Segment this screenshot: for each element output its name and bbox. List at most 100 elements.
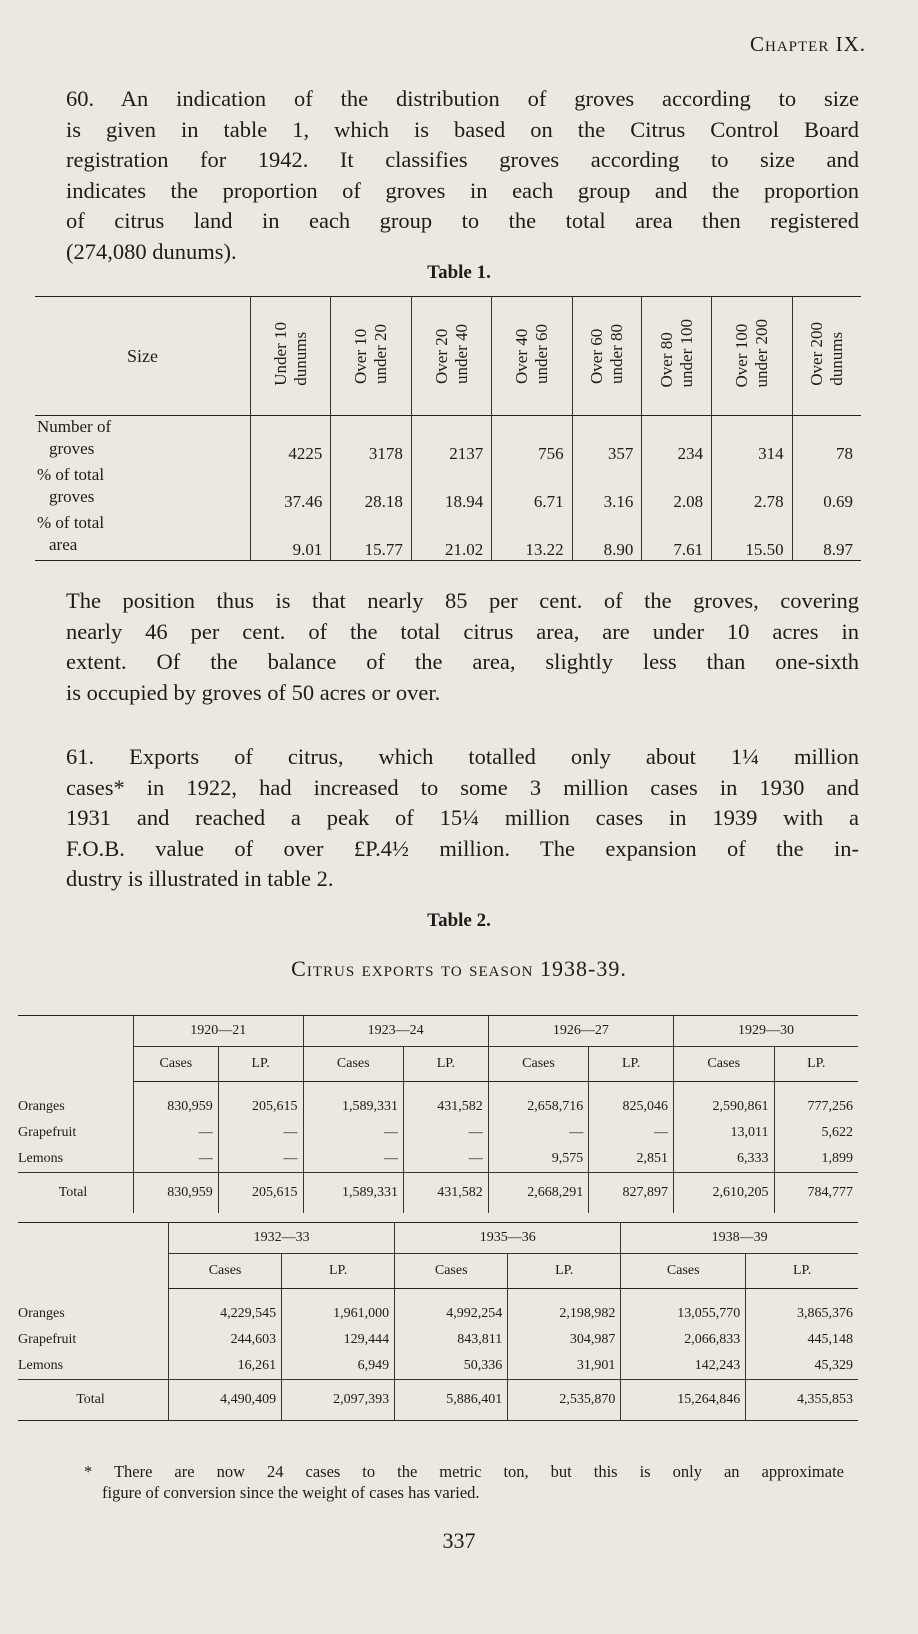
table-row: Oranges 4,229,545 1,961,000 4,992,254 2,198,…: [18, 1288, 858, 1327]
row-label: Oranges: [18, 1098, 65, 1114]
table-2-part-2: 1932—33 1935—36 1938—39 Cases LP. Cases LP. Cas…: [18, 1222, 858, 1421]
table-cell: 9.01: [249, 512, 331, 561]
table1-column-header: Over 200 dunums: [791, 296, 861, 416]
season-header: 1935—36: [394, 1222, 621, 1254]
table-cell: 2,535,870: [507, 1379, 621, 1421]
header-line: Over 80: [656, 332, 676, 388]
table-row: Number of groves 4225 3178 2137 756 357 234 314 7…: [35, 415, 861, 464]
table-cell: 830,959: [133, 1081, 219, 1120]
table-cell: 2,097,393: [281, 1379, 395, 1421]
table-cell: 13.22: [491, 512, 573, 561]
header-line: under 200: [751, 319, 771, 388]
table-cell: 756: [491, 415, 573, 464]
header-line: Over 10: [351, 328, 371, 384]
header-line: Over 100: [731, 324, 751, 388]
table-cell: 3178: [330, 415, 412, 464]
row-label: Grapefruit: [18, 1125, 77, 1140]
table-cell: 78: [791, 415, 861, 464]
table1-corner-header: Size: [35, 296, 251, 416]
season-header: 1923—24: [302, 1015, 489, 1047]
table-2-part-1: 1920—21 1923—24 1926—27 1929—30 Cases LP. Case…: [18, 1015, 858, 1213]
table-cell: 2,851: [588, 1146, 674, 1173]
season-header: 1929—30: [673, 1015, 858, 1047]
table-cell: 2,658,716: [487, 1081, 589, 1120]
table-cell: 2,198,982: [507, 1288, 621, 1327]
text-line: extent. Of the balance of the area, slig…: [66, 649, 859, 674]
page-number: 337: [442, 1528, 476, 1553]
label-line: Number of: [37, 417, 112, 436]
table-cell: 843,811: [394, 1327, 508, 1353]
table-cell: 13,055,770: [620, 1288, 746, 1327]
header-line: under 40: [451, 323, 471, 384]
text-line: 1931 and reached a peak of 15¼ million c…: [66, 805, 859, 830]
lp-header: LP.: [773, 1046, 858, 1082]
label-line: area: [49, 535, 78, 554]
text-line: F.O.B. value of over £P.4½ million. The …: [66, 835, 859, 861]
cases-header: Cases: [620, 1253, 746, 1289]
table-cell: 357: [571, 415, 642, 464]
table-cell: 15,264,846: [620, 1379, 746, 1421]
table-cell: 784,777: [773, 1172, 858, 1213]
table1-column-header: Over 100 under 200: [711, 296, 793, 416]
text-line: indicates the proportion of groves in ea…: [66, 177, 859, 203]
table-cell: 205,615: [217, 1172, 303, 1213]
table-cell: 2.78: [711, 464, 793, 512]
cases-header: Cases: [394, 1253, 508, 1289]
table-cell: 50,336: [394, 1353, 508, 1380]
table-cell: 4,229,545: [167, 1288, 282, 1327]
table-cell: —: [403, 1146, 489, 1173]
table-row: % of total area 9.01 15.77 21.02 13.22 8.90 7.6…: [35, 512, 861, 561]
table-row: Grapefruit 244,603 129,444 843,811 304,987 2,…: [18, 1327, 858, 1353]
blank-header: [18, 1223, 169, 1289]
table-row: % of total groves 37.46 28.18 18.94 6.71 3.16 2…: [35, 464, 861, 512]
season-header: 1920—21: [133, 1015, 303, 1047]
header-line: Over 60: [587, 328, 606, 384]
text-line: is occupied by groves of 50 acres or ove…: [66, 679, 441, 705]
table-cell: —: [403, 1120, 489, 1146]
table-row: Grapefruit — — — — — —13,011 5,622: [18, 1120, 858, 1146]
text-line: nearly 46 per cent. of the total citrus …: [66, 618, 859, 644]
label-line: groves: [49, 439, 95, 458]
table-cell: 37.46: [249, 464, 331, 512]
season-header: 1932—33: [167, 1222, 395, 1254]
cases-header: Cases: [133, 1046, 219, 1082]
lp-header: LP.: [217, 1046, 303, 1082]
table-cell: 142,243: [620, 1353, 746, 1380]
blank-header: [18, 1016, 134, 1082]
table-cell: 825,046: [588, 1081, 674, 1120]
table-row: Lemons — — — —9,575 2,851 6,333 1,899: [18, 1146, 858, 1173]
table-cell: —: [217, 1146, 303, 1173]
chapter-heading: Chapter IX.: [749, 32, 866, 56]
label-line: % of total: [37, 513, 105, 532]
table-cell: 3,865,376: [745, 1288, 858, 1327]
table-cell: 5,886,401: [394, 1379, 508, 1421]
table-cell: 3.16: [571, 464, 642, 512]
table-cell: 777,256: [773, 1081, 858, 1120]
lp-header: LP.: [745, 1253, 858, 1289]
table-cell: 6,333: [673, 1146, 774, 1173]
table2-caption: Table 2.: [427, 910, 491, 931]
table-cell: 314: [711, 415, 793, 464]
table-cell: 2137: [410, 415, 492, 464]
label-line: groves: [49, 487, 95, 506]
cases-header: Cases: [167, 1253, 282, 1289]
table-cell: 234: [641, 415, 712, 464]
table1-column-header: Over 40 under 60: [491, 296, 573, 416]
footnote: * There are now 24 cases to the metric t…: [84, 1461, 844, 1503]
paragraph-61: 61. Exports of citrus, which totalled on…: [66, 742, 859, 895]
table-1: Size Under 10 dunums Over 10 under 20 Over 2…: [35, 296, 861, 561]
table-cell: 16,261: [167, 1353, 282, 1380]
table-cell: 28.18: [330, 464, 412, 512]
table-cell: 1,899: [773, 1146, 858, 1173]
text-line: registration for 1942. It classifies gro…: [66, 147, 859, 172]
row-label: Lemons: [18, 1358, 64, 1373]
table-cell: —: [133, 1120, 219, 1146]
table-cell: 431,582: [403, 1081, 489, 1120]
row-label: % of total area: [35, 512, 251, 561]
table-cell: 2,610,205: [673, 1172, 774, 1213]
row-label: Lemons: [18, 1151, 64, 1166]
table-cell: 4,490,409: [167, 1379, 282, 1421]
table-cell: 9,575: [487, 1146, 589, 1173]
table-cell: 15.50: [711, 512, 793, 561]
table-row: Total 830,959 205,615 1,589,331 431,582 2,668…: [18, 1172, 858, 1213]
